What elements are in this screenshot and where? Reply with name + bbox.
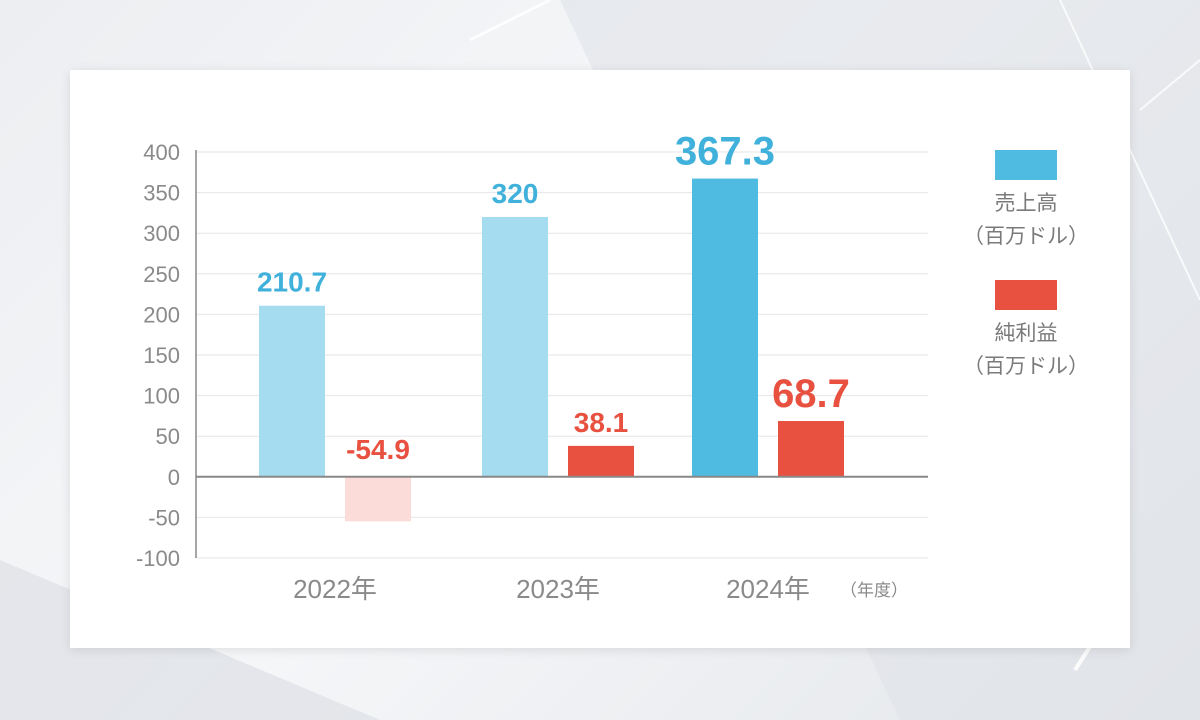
data-label: 367.3 [675,130,775,174]
y-tick-label: 150 [143,343,180,368]
y-tick-label: 400 [143,140,180,165]
x-tick-label: 2022年 [293,574,377,604]
data-label: 210.7 [257,267,327,298]
data-label: 320 [492,178,539,209]
y-tick-label: 50 [156,424,180,449]
legend-swatch-net-income [995,280,1057,310]
bar-sales-0 [259,305,325,477]
legend-swatch-sales [995,150,1057,180]
y-tick-label: 250 [143,262,180,287]
bar-net-income-0 [345,476,411,522]
chart-card: 400 350 300 250 200 150 100 50 0 -50 -100 210.7 320 3… [70,70,1130,648]
data-label: 68.7 [772,372,850,416]
bar-sales-2 [692,178,758,477]
legend-label: 純利益 [995,322,1058,345]
legend-unit-label: （百万ドル） [963,225,1089,248]
y-tick-label: 350 [143,181,180,206]
bar-net-income-2 [778,421,844,477]
y-tick-label: 100 [143,384,180,409]
y-tick-label: -50 [148,505,180,530]
x-unit-label: （年度） [840,581,908,600]
x-tick-label: 2023年 [516,574,600,604]
y-tick-label: 200 [143,302,180,327]
y-tick-label: -100 [136,546,180,571]
bar-sales-1 [482,216,548,477]
bar-chart: 400 350 300 250 200 150 100 50 0 -50 -100 210.7 320 3… [136,130,1089,604]
legend-label: 売上高 [995,192,1058,215]
legend-unit-label: （百万ドル） [963,355,1089,378]
bar-net-income-1 [568,445,634,477]
x-tick-label: 2024年 [726,574,810,604]
y-tick-label: 300 [143,221,180,246]
data-label: 38.1 [574,407,629,438]
data-label: -54.9 [346,434,410,465]
y-tick-label: 0 [168,465,180,490]
